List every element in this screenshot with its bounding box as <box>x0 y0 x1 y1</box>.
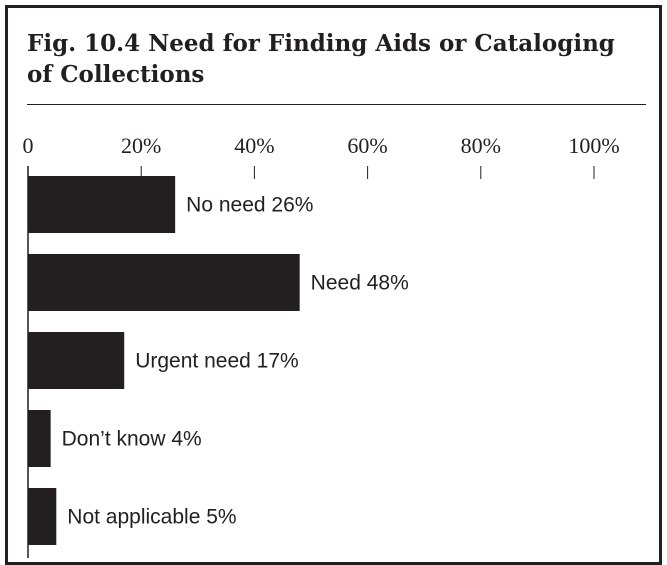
bar <box>28 410 51 467</box>
x-tick-label: 100% <box>568 133 619 158</box>
bar <box>28 332 125 389</box>
x-tick-label: 60% <box>347 133 387 158</box>
chart-title: Fig. 10.4 Need for Finding Aids or Catal… <box>27 30 615 88</box>
x-tick-label: 40% <box>234 133 274 158</box>
bar-label: Need 48% <box>311 272 409 295</box>
bars: No need 26% Need 48% Urgent need 17% Don’t … <box>28 176 409 545</box>
bar-label: Not applicable 5% <box>67 506 236 529</box>
bar-label: Don’t know 4% <box>62 428 202 451</box>
title-rule <box>27 104 646 105</box>
bar-label: No need 26% <box>186 194 313 217</box>
x-tick-label: 0 <box>23 133 34 158</box>
bar <box>28 488 57 545</box>
x-tick-label: 80% <box>461 133 501 158</box>
x-tick-label: 20% <box>121 133 161 158</box>
bar <box>28 176 176 233</box>
bar-label: Urgent need 17% <box>135 350 298 373</box>
x-axis: 0 20% 40% 60% 80% 100% <box>23 133 620 179</box>
bar <box>28 254 300 311</box>
